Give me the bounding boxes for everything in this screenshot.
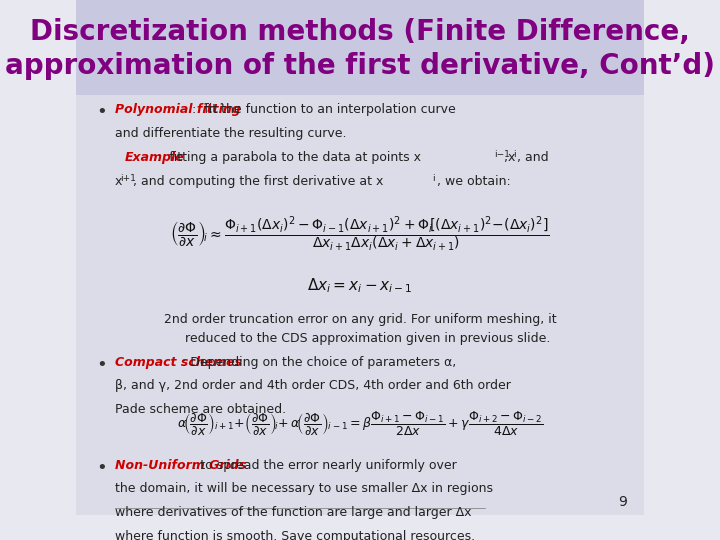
Text: : to spread the error nearly uniformly over: : to spread the error nearly uniformly o…	[192, 458, 456, 471]
Text: Non-Uniform Grids: Non-Uniform Grids	[114, 458, 246, 471]
Text: :  fit the function to an interpolation curve: : fit the function to an interpolation c…	[192, 103, 456, 116]
Text: •: •	[96, 356, 107, 374]
Text: x: x	[114, 175, 122, 188]
Text: :  fitting a parabola to the data at points x: : fitting a parabola to the data at poin…	[157, 151, 420, 164]
Text: Polynomial fitting: Polynomial fitting	[114, 103, 240, 116]
Text: i: i	[432, 174, 435, 183]
Text: $\left(\dfrac{\partial\Phi}{\partial x}\right)_{\!i} \approx \dfrac{\Phi_{i+1}(\: $\left(\dfrac{\partial\Phi}{\partial x}\…	[170, 215, 550, 254]
Text: , and computing the first derivative at x: , and computing the first derivative at …	[132, 175, 383, 188]
Text: Compact schemes: Compact schemes	[114, 356, 242, 369]
Text: Discretization methods (Finite Difference,: Discretization methods (Finite Differenc…	[30, 18, 690, 46]
Text: , we obtain:: , we obtain:	[436, 175, 510, 188]
Text: i−1: i−1	[494, 150, 510, 159]
Text: •: •	[96, 103, 107, 121]
Text: $\alpha\!\left(\dfrac{\partial\Phi}{\partial x}\right)_{i+1}\!+\!\left(\dfrac{\p: $\alpha\!\left(\dfrac{\partial\Phi}{\par…	[176, 410, 544, 437]
Text: and differentiate the resulting curve.: and differentiate the resulting curve.	[114, 127, 346, 140]
Text: : Depending on the choice of parameters α,: : Depending on the choice of parameters …	[181, 356, 456, 369]
Text: , and: , and	[518, 151, 549, 164]
Text: reduced to the CDS approximation given in previous slide.: reduced to the CDS approximation given i…	[169, 333, 551, 346]
Text: where derivatives of the function are large and larger Δx: where derivatives of the function are la…	[114, 506, 471, 519]
Text: Pade scheme are obtained.: Pade scheme are obtained.	[114, 403, 286, 416]
Text: the domain, it will be necessary to use smaller Δx in regions: the domain, it will be necessary to use …	[114, 482, 492, 495]
Text: i+1: i+1	[120, 174, 135, 183]
Text: ,x: ,x	[504, 151, 516, 164]
Text: Example: Example	[125, 151, 184, 164]
Text: 2nd order truncation error on any grid. For uniform meshing, it: 2nd order truncation error on any grid. …	[163, 313, 557, 326]
Text: approximation of the first derivative, Cont’d): approximation of the first derivative, C…	[5, 52, 715, 80]
Text: •: •	[96, 458, 107, 477]
Text: i: i	[513, 150, 516, 159]
FancyBboxPatch shape	[76, 0, 644, 96]
Text: β, and γ, 2nd order and 4th order CDS, 4th order and 6th order: β, and γ, 2nd order and 4th order CDS, 4…	[114, 379, 510, 392]
Text: where function is smooth. Save computational resources.: where function is smooth. Save computati…	[114, 530, 474, 540]
Text: 9: 9	[618, 495, 627, 509]
Text: $\Delta x_i = x_i - x_{i-1}$: $\Delta x_i = x_i - x_{i-1}$	[307, 276, 413, 295]
FancyBboxPatch shape	[76, 96, 644, 515]
